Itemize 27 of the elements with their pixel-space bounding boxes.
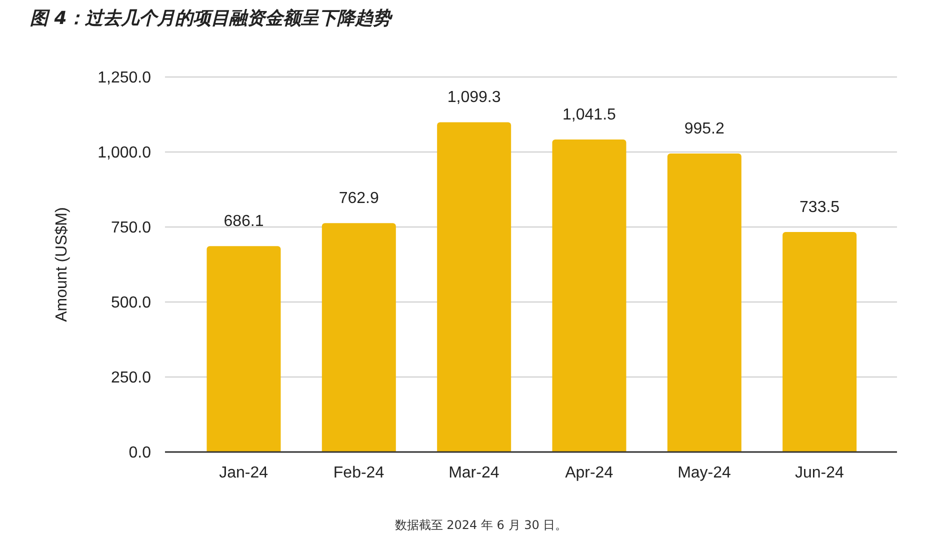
bar	[552, 140, 626, 452]
bar	[782, 232, 857, 452]
y-tick-label: 500.0	[110, 294, 152, 312]
text: 数据截至 2024 年 6 月 30 日。	[394, 517, 568, 534]
x-tick-label: Jun-24	[794, 464, 844, 482]
bar	[206, 246, 281, 452]
data-label: 1,041.5	[562, 106, 616, 124]
data-label: 686.1	[224, 213, 264, 230]
y-tick-label: 1,250.0	[98, 70, 152, 87]
y-tick-label: 750.0	[110, 220, 152, 237]
y-tick-label: 1,000.0	[98, 144, 152, 162]
data-label: 1,099.3	[447, 89, 501, 106]
x-tick-label: Mar-24	[448, 464, 500, 482]
data-label: 995.2	[684, 120, 725, 138]
x-tick-label: Feb-24	[333, 464, 384, 482]
x-tick-label: Jan-24	[219, 464, 268, 482]
bar	[667, 153, 742, 452]
y-tick-label: 0.0	[128, 444, 152, 462]
bar	[437, 122, 512, 452]
x-tick-label: Apr-24	[565, 464, 614, 482]
y-axis-title: Amount (US$M)	[54, 207, 70, 322]
chart-title: 图 4：过去几个月的项目融资金额呈下降趋势	[30, 7, 391, 30]
data-label: 733.5	[800, 198, 840, 216]
x-tick-label: May-24	[678, 464, 732, 482]
bar	[322, 223, 396, 452]
y-tick-label: 250.0	[110, 370, 152, 387]
data-label: 762.9	[338, 190, 380, 208]
